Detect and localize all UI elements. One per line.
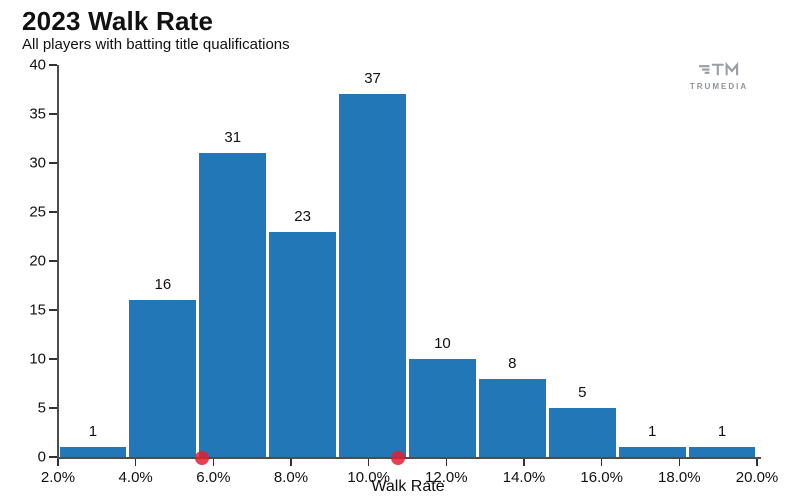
y-axis-tick-label: 20	[29, 252, 46, 270]
x-axis-tick	[57, 459, 59, 466]
chart-title: 2023 Walk Rate	[22, 6, 214, 36]
y-axis-tick	[49, 113, 57, 115]
x-axis-line	[57, 457, 761, 459]
y-axis-tick	[49, 456, 57, 458]
y-axis-tick-label: 5	[37, 399, 46, 417]
histogram-bar[interactable]	[59, 447, 127, 457]
x-axis-tick	[212, 459, 215, 466]
x-axis-title: Walk Rate	[371, 478, 445, 495]
x-axis-tick	[290, 459, 292, 466]
bar-value-label: 31	[224, 129, 242, 147]
x-axis-tick-label: 18.0%	[658, 469, 701, 486]
x-axis-tick-label: 16.0%	[580, 469, 623, 486]
x-axis-tick-label: 6.0%	[196, 469, 231, 486]
y-axis-tick-label: 40	[29, 56, 46, 74]
chart-subtitle: All players with batting title qualifica…	[22, 36, 290, 53]
y-axis-tick	[49, 260, 57, 262]
x-axis-tick-label: 14.0%	[502, 469, 546, 486]
y-axis-tick	[49, 407, 57, 409]
histogram-bar[interactable]	[688, 447, 756, 457]
trumedia-logo: TRUMEDIA	[684, 60, 754, 91]
bar-value-label: 37	[364, 70, 381, 88]
bar-value-label: 16	[154, 276, 172, 294]
x-axis-tick-label: 2.0%	[40, 469, 76, 486]
bar-value-label: 1	[717, 423, 727, 441]
histogram-bar[interactable]	[269, 231, 337, 457]
y-axis-tick-label: 10	[29, 350, 46, 368]
walk-rate-marker-dot[interactable]	[390, 451, 405, 465]
x-axis-tick	[600, 459, 603, 466]
y-axis-tick-label: 25	[29, 203, 46, 221]
histogram-bar[interactable]	[618, 447, 686, 457]
trumedia-logo-text: TRUMEDIA	[689, 82, 749, 91]
x-axis-tick-label: 20.0%	[735, 469, 779, 486]
x-axis-tick	[678, 459, 681, 466]
y-axis-tick-label: 0	[37, 448, 46, 466]
histogram-bar[interactable]	[409, 359, 476, 457]
x-axis-tick-label: 12.0%	[425, 469, 468, 486]
x-axis-tick	[134, 459, 137, 466]
y-axis-tick	[49, 162, 57, 164]
walk-rate-marker-dot[interactable]	[194, 451, 209, 465]
bar-value-label: 23	[294, 207, 311, 225]
trumedia-logo-icon	[699, 61, 739, 76]
x-axis-tick	[445, 459, 448, 466]
y-axis-tick-label: 30	[29, 154, 46, 172]
bar-value-label: 1	[88, 423, 98, 441]
histogram-bar[interactable]	[199, 153, 267, 457]
histogram-bar[interactable]	[548, 408, 616, 457]
bar-value-label: 8	[508, 354, 517, 372]
bar-value-label: 5	[578, 384, 587, 401]
bar-value-label: 1	[647, 423, 657, 441]
y-axis-tick	[49, 211, 57, 213]
y-axis-tick-label: 15	[29, 301, 46, 319]
histogram-bar[interactable]	[478, 378, 546, 457]
y-axis-tick	[49, 64, 57, 66]
x-axis-tick	[756, 459, 758, 466]
histogram-bar[interactable]	[339, 94, 406, 457]
y-axis-tick	[49, 309, 57, 311]
y-axis-tick-label: 35	[29, 105, 46, 123]
x-axis-tick-label: 8.0%	[273, 469, 309, 486]
x-axis-tick-label: 10.0%	[347, 469, 390, 486]
bar-value-label: 10	[434, 335, 451, 352]
x-axis-tick-label: 4.0%	[118, 469, 153, 486]
x-axis-tick	[523, 459, 525, 466]
y-axis-line	[57, 65, 59, 459]
x-axis-tick	[367, 459, 370, 466]
y-axis-tick	[49, 358, 57, 360]
histogram-bar[interactable]	[129, 300, 197, 457]
